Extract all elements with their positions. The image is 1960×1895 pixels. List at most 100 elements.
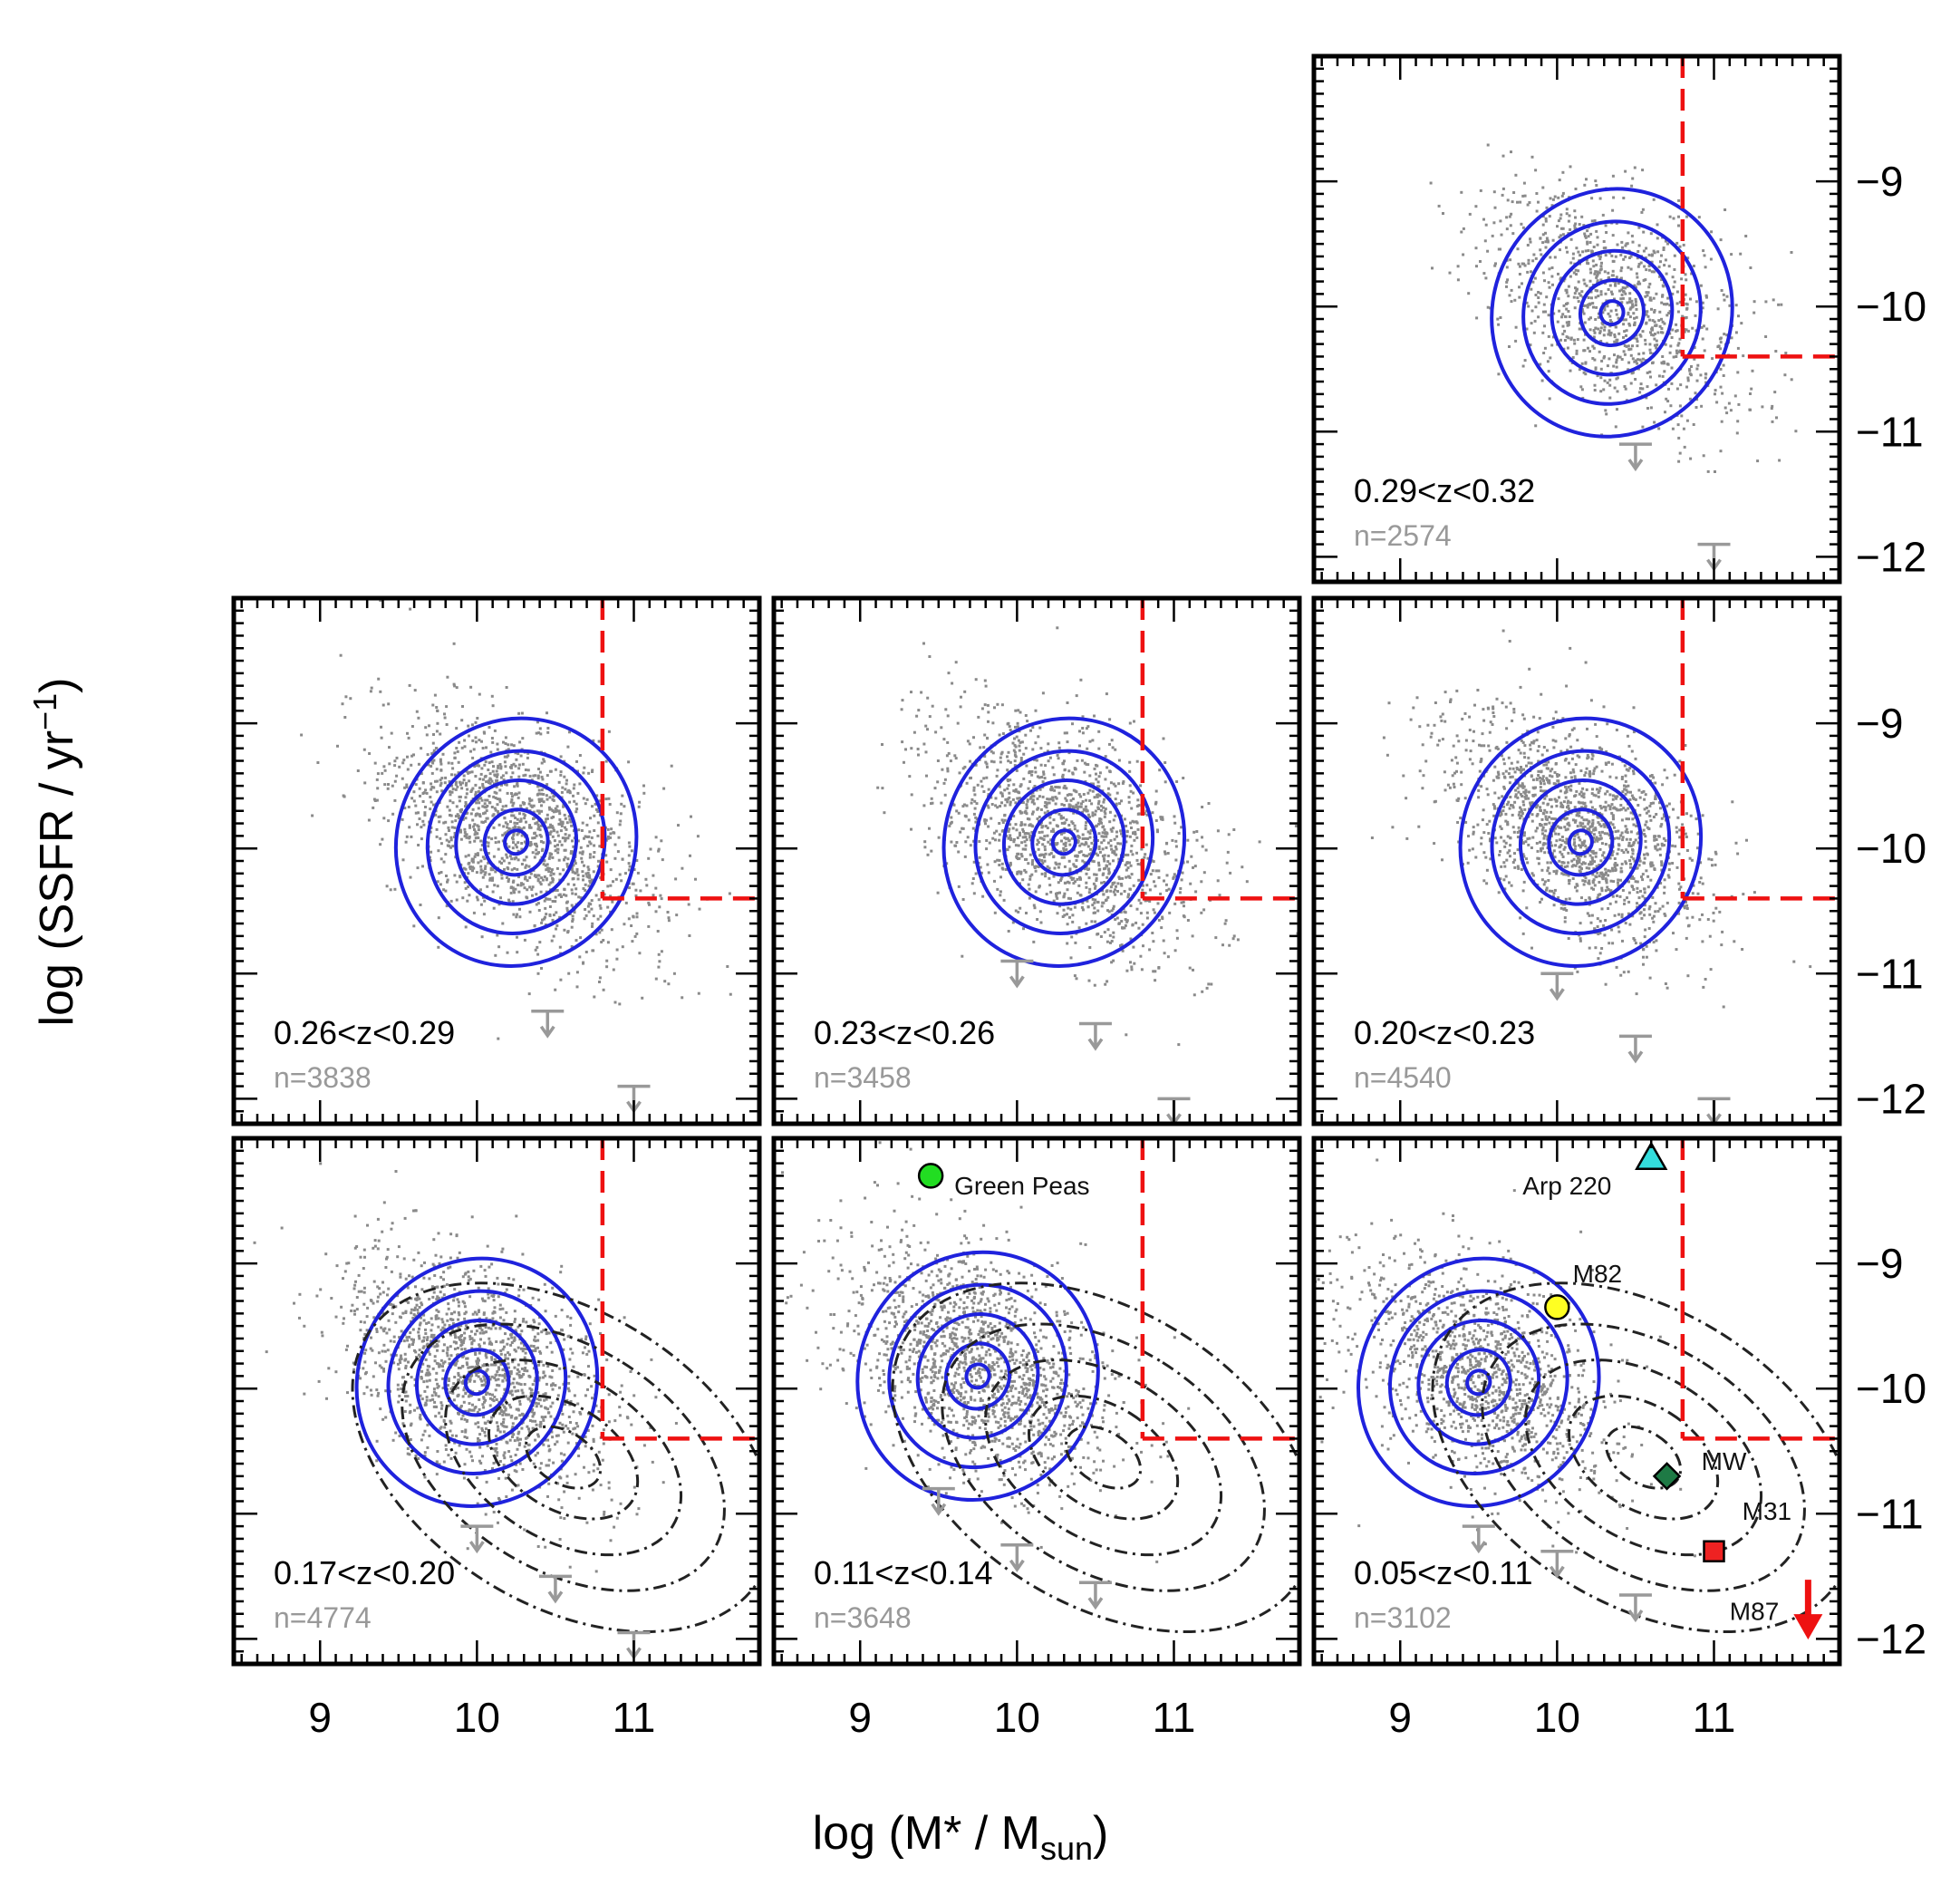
scatter-point (1607, 804, 1610, 807)
scatter-point (990, 817, 993, 820)
scatter-point (1620, 288, 1624, 292)
scatter-point (1059, 879, 1062, 882)
scatter-point (1484, 223, 1488, 227)
scatter-point (1086, 837, 1089, 840)
scatter-point (1534, 829, 1538, 833)
scatter-point (1009, 836, 1012, 840)
scatter-point (1637, 358, 1639, 362)
scatter-point (1579, 821, 1582, 825)
scatter-point (506, 791, 509, 795)
scatter-point (1097, 864, 1101, 867)
scatter-point (410, 797, 414, 800)
scatter-point (1662, 247, 1666, 249)
scatter-point (572, 864, 575, 867)
scatter-point (1573, 292, 1577, 295)
scatter-point (1121, 876, 1125, 880)
scatter-point (538, 941, 542, 944)
scatter-point (1615, 377, 1618, 381)
scatter-point (694, 877, 697, 881)
scatter-point (1657, 427, 1661, 430)
scatter-point (1637, 226, 1641, 229)
scatter-point (477, 836, 480, 839)
scatter-point (435, 730, 439, 733)
scatter-point (1091, 782, 1095, 786)
scatter-point (401, 817, 404, 821)
scatter-point (949, 759, 952, 763)
scatter-point (1018, 744, 1021, 748)
scatter-point (1076, 838, 1079, 842)
scatter-point (1597, 295, 1600, 298)
scatter-point (1509, 776, 1512, 778)
scatter-point (1468, 212, 1472, 216)
scatter-point (1636, 880, 1639, 884)
scatter-point (1191, 934, 1194, 938)
scatter-point (1154, 970, 1157, 973)
scatter-point (1070, 836, 1074, 840)
scatter-point (996, 887, 999, 891)
scatter-point (556, 851, 560, 855)
scatter-point (1115, 847, 1118, 851)
scatter-point (511, 900, 515, 904)
scatter-point (1129, 961, 1132, 964)
scatter-point (990, 803, 994, 806)
scatter-point (449, 836, 453, 839)
scatter-point (1038, 836, 1042, 840)
scatter-point (1542, 782, 1546, 786)
scatter-point (1636, 256, 1639, 260)
scatter-point (591, 769, 594, 772)
scatter-point (1544, 310, 1547, 314)
scatter-point (661, 858, 664, 862)
scatter-point (1667, 387, 1670, 391)
scatter-point (1112, 782, 1115, 786)
scatter-point (697, 991, 700, 995)
scatter-point (1586, 305, 1589, 309)
scatter-point (1631, 240, 1635, 244)
scatter-point (496, 798, 499, 800)
scatter-point (1145, 813, 1149, 817)
scatter-point (531, 894, 534, 897)
scatter-point (1667, 312, 1671, 314)
scatter-point (509, 886, 513, 890)
scatter-point (1648, 343, 1652, 346)
scatter-point (728, 892, 731, 895)
scatter-point (1140, 847, 1144, 851)
scatter-point (535, 731, 538, 735)
scatter-point (1650, 260, 1654, 264)
scatter-point (477, 789, 480, 793)
scatter-point (1448, 786, 1452, 789)
scatter-point (984, 760, 988, 764)
scatter-point (548, 913, 552, 916)
scatter-point (1125, 868, 1128, 872)
scatter-point (1606, 305, 1609, 308)
scatter-point (951, 682, 954, 685)
scatter-point (499, 896, 502, 900)
scatter-point (1013, 764, 1017, 768)
scatter-point (1567, 310, 1570, 313)
scatter-point (1557, 272, 1559, 276)
scatter-point (1668, 304, 1672, 307)
scatter-point (480, 767, 484, 770)
scatter-point (1510, 288, 1513, 292)
scatter-point (1039, 807, 1043, 811)
scatter-point (1685, 419, 1689, 422)
scatter-point (1529, 240, 1532, 244)
scatter-point (1730, 336, 1733, 340)
scatter-point (1675, 302, 1679, 305)
scatter-point (1505, 227, 1509, 231)
scatter-point (1050, 829, 1053, 833)
scatter-point (1128, 835, 1132, 838)
scatter-point (1584, 845, 1588, 848)
scatter-point (504, 765, 507, 769)
scatter-point (1597, 254, 1600, 257)
scatter-point (1569, 275, 1572, 278)
scatter-point (560, 895, 563, 898)
scatter-point (1180, 901, 1183, 904)
scatter-point (1086, 868, 1090, 871)
scatter-point (1625, 785, 1628, 788)
scatter-point (1616, 390, 1619, 393)
scatter-point (1066, 836, 1069, 840)
scatter-point (1036, 843, 1039, 846)
scatter-point (480, 740, 483, 743)
scatter-point (1016, 721, 1019, 725)
scatter-point (1508, 215, 1511, 218)
